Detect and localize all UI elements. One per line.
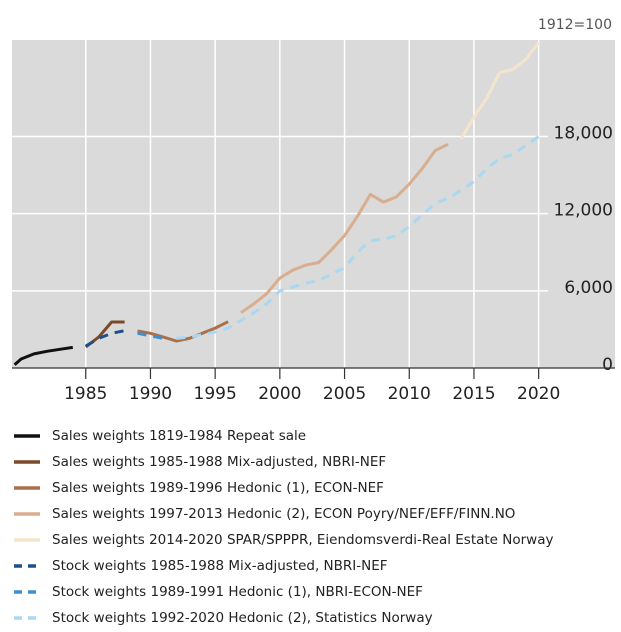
legend-label: Stock weights 1989-1991 Hedonic (1), NBR… xyxy=(52,584,423,600)
legend-label: Sales weights 1819-1984 Repeat sale xyxy=(52,428,306,444)
legend-label: Sales weights 1997-2013 Hedonic (2), ECO… xyxy=(52,506,515,522)
y-tick-label: 6,000 xyxy=(564,278,613,298)
series-line xyxy=(85,329,125,348)
legend-label: Sales weights 1989-1996 Hedonic (1), ECO… xyxy=(52,480,384,496)
legend-label: Stock weights 1992-2020 Hedonic (2), Sta… xyxy=(52,610,433,626)
x-tick-label: 2010 xyxy=(388,384,431,404)
x-tick-label: 1995 xyxy=(194,384,237,404)
y-tick-label: 0 xyxy=(602,355,613,375)
legend-label: Stock weights 1985-1988 Mix-adjusted, NB… xyxy=(52,558,388,574)
legend-label: Sales weights 2014-2020 SPAR/SPPPR, Eien… xyxy=(52,532,553,548)
index-note: 1912=100 xyxy=(538,17,612,33)
legend-label: Sales weights 1985-1988 Mix-adjusted, NB… xyxy=(52,454,386,470)
y-tick-label: 18,000 xyxy=(554,123,613,143)
x-tick-label: 2005 xyxy=(323,384,366,404)
y-tick-label: 12,000 xyxy=(554,201,613,221)
x-tick-label: 2015 xyxy=(452,384,495,404)
x-tick-label: 1990 xyxy=(129,384,172,404)
plot-background xyxy=(12,40,615,368)
x-tick-label: 1985 xyxy=(64,384,107,404)
series-line xyxy=(137,320,229,343)
series-line xyxy=(240,142,449,314)
x-tick-label: 2020 xyxy=(517,384,560,404)
series-line xyxy=(459,41,540,140)
series-line xyxy=(137,331,164,340)
series-line xyxy=(13,345,74,366)
x-tick-label: 2000 xyxy=(258,384,301,404)
